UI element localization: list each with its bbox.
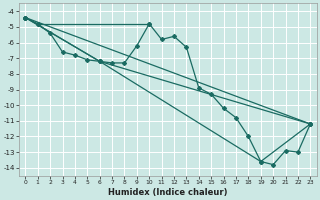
X-axis label: Humidex (Indice chaleur): Humidex (Indice chaleur): [108, 188, 228, 197]
